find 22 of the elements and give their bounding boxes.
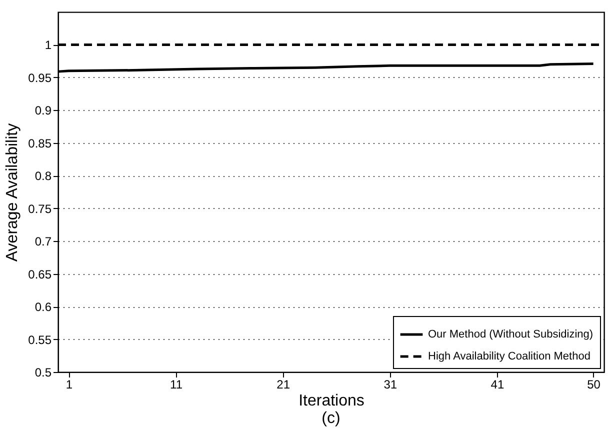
- y-tick-label: 0.8: [34, 169, 52, 184]
- x-tick-label: 11: [170, 378, 183, 392]
- x-axis-title: Iterations: [298, 392, 364, 410]
- y-tick-label: 0.95: [28, 70, 52, 85]
- legend-label: High Availability Coalition Method: [428, 350, 590, 362]
- y-tick-label: 0.65: [28, 267, 52, 282]
- y-tick-label: 1: [44, 38, 52, 52]
- y-tick-label: 0.75: [28, 202, 52, 216]
- x-tick-label: 1: [66, 378, 73, 392]
- y-axis-title: Average Availability: [4, 123, 22, 262]
- y-tick-label: 0.6: [34, 300, 52, 314]
- y-tick-label: 0.55: [28, 332, 52, 347]
- legend-label: Our Method (Without Subsidizing): [428, 328, 594, 340]
- y-tick-label: 0.85: [28, 136, 52, 150]
- y-tick-label: 0.5: [34, 366, 52, 380]
- y-tick-label: 0.7: [34, 234, 52, 249]
- text: (c): [322, 410, 340, 427]
- x-tick-label: 41: [490, 378, 504, 392]
- x-tick-label: 31: [384, 378, 398, 392]
- x-tick-label: 50: [587, 378, 601, 392]
- y-tick-label: 0.9: [34, 104, 52, 118]
- x-tick-label: 21: [276, 378, 290, 392]
